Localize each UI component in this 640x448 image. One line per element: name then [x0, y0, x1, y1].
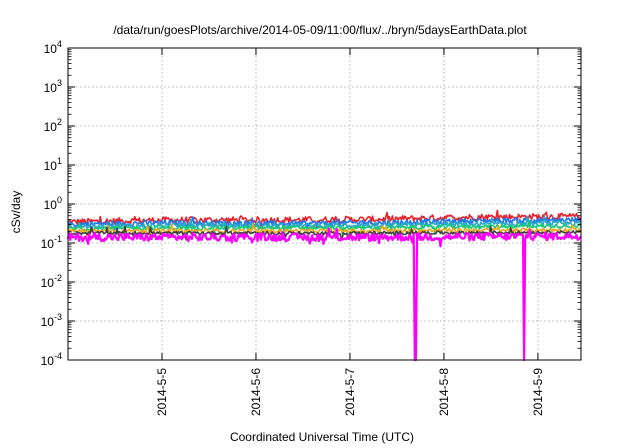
- series-line: [66, 227, 582, 362]
- y-tick-label: 102: [44, 117, 62, 134]
- y-tick-label: 101: [44, 156, 62, 173]
- y-tick-label: 104: [44, 39, 62, 56]
- x-tick-label: 2014-5-9: [531, 368, 545, 416]
- x-tick-label: 2014-5-7: [343, 368, 357, 416]
- chart-title: /data/run/goesPlots/archive/2014-05-09/1…: [113, 23, 527, 37]
- y-tick-label: 10-1: [41, 234, 62, 251]
- y-tick-label: 103: [44, 78, 62, 95]
- y-axis: 104 103 102 101 100 10-1 10-2 10-3 10-4: [41, 39, 581, 368]
- y-tick-label: 10-2: [41, 273, 62, 290]
- y-axis-label: cSv/day: [9, 191, 23, 234]
- series-group: [66, 209, 582, 362]
- x-axis-label: Coordinated Universal Time (UTC): [230, 430, 414, 444]
- grid-lines: [68, 48, 581, 360]
- y-tick-label: 10-4: [41, 351, 62, 368]
- x-tick-label: 2014-5-5: [155, 368, 169, 416]
- x-tick-label: 2014-5-6: [249, 368, 263, 416]
- series-line: [67, 225, 582, 241]
- series-line: [67, 209, 582, 230]
- y-tick-label: 100: [44, 195, 62, 212]
- x-axis: 2014-5-5 2014-5-6 2014-5-7 2014-5-8 2014-5-9: [155, 48, 545, 416]
- y-tick-label: 10-3: [41, 312, 62, 329]
- x-tick-label: 2014-5-8: [437, 368, 451, 416]
